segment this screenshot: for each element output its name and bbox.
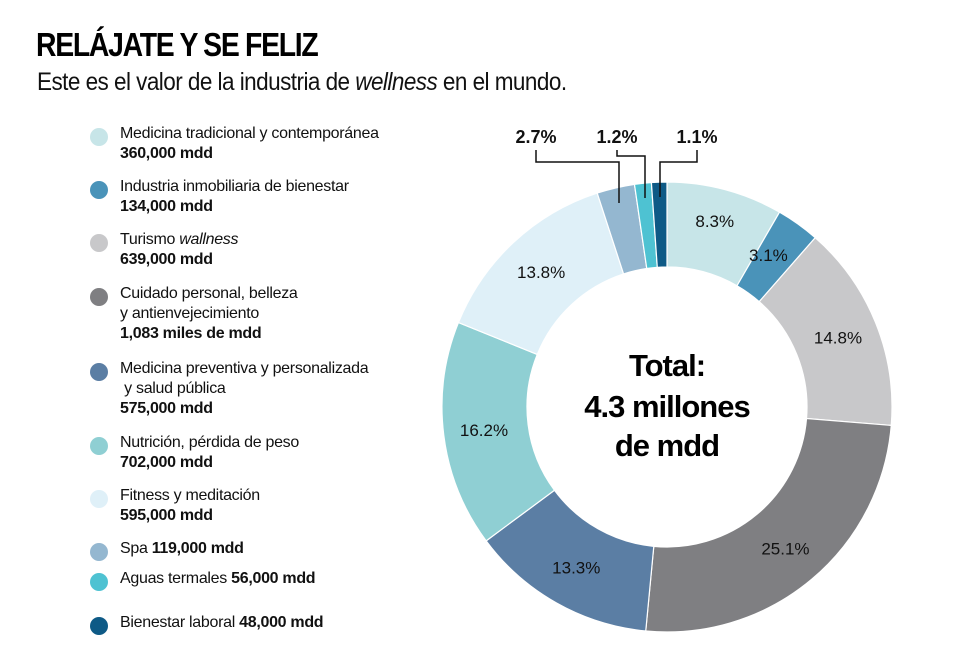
page-title: RELÁJATE Y SE FELIZ xyxy=(36,26,319,63)
legend-swatch-icon xyxy=(90,617,108,635)
legend-swatch-icon xyxy=(90,490,108,508)
legend-label: Medicina preventiva y personalizada xyxy=(120,360,369,377)
center-label: Total: 4.3 millones de mdd xyxy=(584,348,750,463)
legend-label: Medicina tradicional y contemporánea xyxy=(120,125,379,142)
slice-labels: 8.3% 3.1% 14.8% 25.1% 13.3% 16.2% 13.8% 2.7% 1.2… xyxy=(460,127,862,578)
slice-label: 1.1% xyxy=(676,127,717,147)
legend-value: 134,000 mdd xyxy=(120,198,213,215)
slice-label: 16.2% xyxy=(460,421,508,440)
legend-label: Spa 119,000 mdd xyxy=(120,539,244,559)
slice-label: 14.8% xyxy=(814,329,862,348)
legend-swatch-icon xyxy=(90,437,108,455)
legend-value: 56,000 mdd xyxy=(231,570,316,587)
legend-value: 1,083 miles de mdd xyxy=(120,325,262,342)
subtitle-pre: Este es el valor de la industria de xyxy=(37,68,356,96)
legend-swatch-icon xyxy=(90,181,108,199)
legend-label: Industria inmobiliaria de bienestar xyxy=(120,178,349,195)
slice-label: 13.8% xyxy=(517,263,565,282)
legend-label-em: wallness xyxy=(179,231,239,248)
slice-label: 1.2% xyxy=(596,127,637,147)
legend-label: Fitness y meditación xyxy=(120,487,260,504)
slice-label: 8.3% xyxy=(695,212,734,231)
legend-swatch-icon xyxy=(90,288,108,306)
legend-value: 575,000 mdd xyxy=(120,400,213,417)
legend-label-text: Spa xyxy=(120,540,152,557)
donut-slice xyxy=(645,417,892,633)
legend-value: 119,000 mdd xyxy=(151,540,244,557)
slice-label: 25.1% xyxy=(761,539,809,558)
legend-value: 48,000 mdd xyxy=(239,614,324,631)
legend-label-text: Aguas termales xyxy=(120,570,232,587)
legend-label: Cuidado personal, belleza xyxy=(120,285,298,302)
center-label-line-2: 4.3 millones xyxy=(584,389,749,424)
legend-label: Bienestar laboral 48,000 mdd xyxy=(120,613,324,633)
donut-slice xyxy=(650,181,668,268)
legend-label: Nutrición, pérdida de peso xyxy=(120,434,299,451)
subtitle-emphasis: wellness xyxy=(355,68,438,96)
legend-swatch-icon xyxy=(90,128,108,146)
slice-label: 2.7% xyxy=(515,127,556,147)
leader-line xyxy=(659,150,698,197)
legend-label: Aguas termales 56,000 mdd xyxy=(120,569,316,589)
legend-swatch-icon xyxy=(90,234,108,252)
leader-line xyxy=(535,150,620,203)
slice-label: 13.3% xyxy=(552,559,600,578)
leader-line xyxy=(616,150,646,198)
legend-value: 595,000 mdd xyxy=(120,507,213,524)
legend-swatch-icon xyxy=(90,573,108,591)
legend-label-pre: Turismo xyxy=(120,231,180,248)
legend-label-line2: y salud pública xyxy=(120,380,226,397)
legend-label-text: Bienestar laboral xyxy=(120,614,240,631)
legend-label: Turismo wallness xyxy=(120,230,239,250)
legend-swatch-icon xyxy=(90,363,108,381)
center-label-line-1: Total: xyxy=(629,348,705,383)
leader-lines xyxy=(535,150,698,203)
legend-value: 639,000 mdd xyxy=(120,251,213,268)
legend-value: 702,000 mdd xyxy=(120,454,213,471)
legend-swatch-icon xyxy=(90,543,108,561)
legend-value: 360,000 mdd xyxy=(120,145,213,162)
center-label-line-3: de mdd xyxy=(615,428,719,463)
donut-slices xyxy=(441,181,893,633)
legend-label-line2: y antienvejecimiento xyxy=(120,305,259,322)
page-subtitle: Este es el valor de la industria de well… xyxy=(37,68,567,97)
subtitle-post: en el mundo. xyxy=(437,68,567,96)
slice-label: 3.1% xyxy=(749,246,788,265)
